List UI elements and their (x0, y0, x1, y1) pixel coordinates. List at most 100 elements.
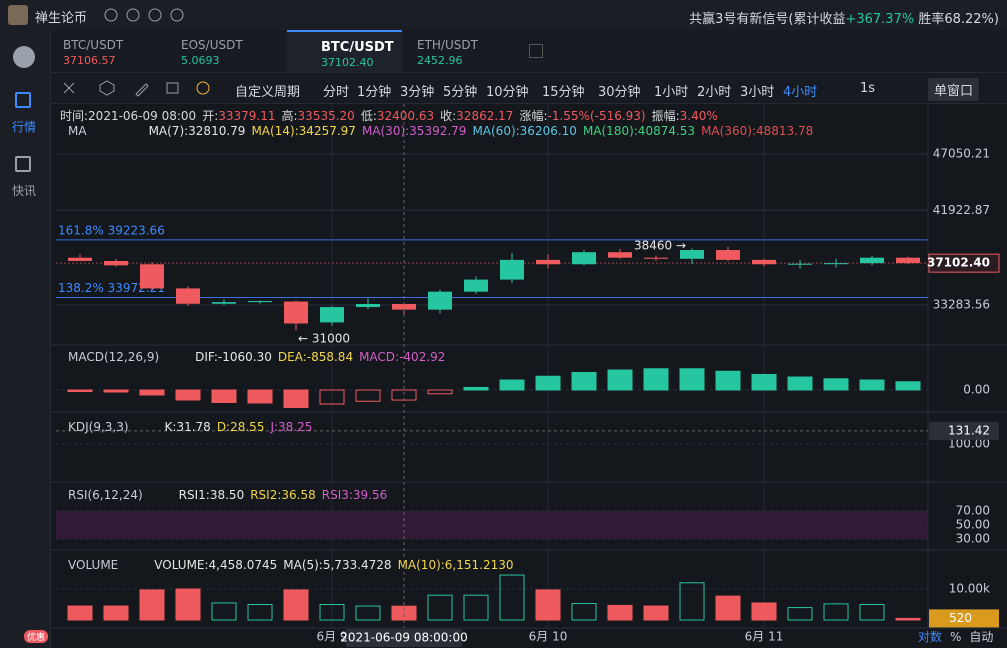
volume-legend: VOLUME VOLUME:4,458.0745 MA(5):5,733.4728 M… (68, 558, 526, 572)
ohlc-info: 时间:2021-06-09 08:00 开:33379.11 高:33535.20 低… (60, 107, 724, 124)
ma-value: MA(30):35392.79 (361, 124, 467, 138)
indicator-value: MA(5):5,733.4728 (283, 558, 392, 572)
candle-body (608, 252, 632, 258)
candle-body (896, 257, 920, 264)
signal-gain: +367.37% (845, 12, 915, 27)
volume-title: VOLUME (68, 558, 119, 572)
tab[interactable]: ETH/USDT 2452.96 (405, 30, 520, 72)
tab-price: 37106.57 (63, 54, 116, 67)
indicator-value: RSI3:39.56 (321, 488, 388, 502)
period[interactable]: 15分钟 (542, 85, 585, 100)
icon-row[interactable] (104, 8, 184, 25)
interval[interactable]: 1s (860, 81, 876, 96)
candle-body (716, 250, 740, 260)
y-tick-label: 70.00 (956, 503, 990, 517)
macd-bar (643, 368, 669, 391)
kdj-legend: KDJ(9,3,3) K:31.78 D:28.55 J:38.25 (68, 420, 324, 434)
volume-bar (175, 588, 201, 621)
ma-value: MA(14):34257.97 (251, 124, 356, 138)
volume-bar (751, 602, 777, 621)
tab-price: 2452.96 (417, 54, 463, 67)
indicator-value: K:31.78 (164, 420, 211, 434)
x-tick-label: 6月 10 (529, 630, 568, 644)
period[interactable]: 30分钟 (598, 85, 641, 100)
period[interactable]: 1分钟 (357, 85, 392, 100)
macd-bar (859, 379, 885, 391)
info-label: 涨幅: (519, 109, 548, 123)
news-icon[interactable] (15, 156, 31, 172)
volume-bar (715, 595, 741, 621)
info-label: 收: (440, 109, 457, 123)
rsi-legend: RSI(6,12,24) RSI1:38.50 RSI2:36.58 RSI3:39.… (68, 488, 399, 502)
volume-bar (67, 605, 93, 621)
signal[interactable]: 共赢3号有新信号(累计收益+367.37% 胜率68.22%) (689, 8, 999, 27)
info-label: 时间: (60, 109, 89, 123)
y-tick-label: 0.00 (963, 383, 990, 397)
candle-body (320, 307, 344, 323)
period[interactable]: 3小时 (740, 85, 775, 100)
candle-body (284, 301, 308, 324)
y-tick-label: 50.00 (956, 517, 990, 531)
indicator-value: RSI1:38.50 (178, 488, 245, 502)
nav-market[interactable]: 行情 (12, 120, 37, 134)
indicator-value: DEA:-858.84 (277, 350, 354, 364)
window-mode[interactable]: 单窗口 (928, 78, 980, 101)
toolbar: 自定义周期 1s 单窗口 分时 1分钟 3分钟 5分钟 10分钟 15分钟 30分钟 1小时 2… (51, 73, 1007, 104)
macd-title: MACD(12,26,9) (68, 350, 160, 364)
market-icon[interactable] (15, 92, 31, 108)
auto-toggle[interactable]: 自动 (969, 630, 994, 644)
tab[interactable]: EOS/USDT 5.0693 (169, 30, 284, 72)
period-menu[interactable]: 自定义周期 (235, 85, 301, 100)
tab[interactable]: BTC/USDT 37106.57 (51, 30, 166, 72)
candle-body (176, 288, 200, 304)
period[interactable]: 3分钟 (400, 85, 435, 100)
indicator-value: J:38.25 (270, 420, 313, 434)
period[interactable]: 分时 (323, 85, 350, 100)
period[interactable]: 1小时 (654, 85, 689, 100)
period[interactable]: 5分钟 (443, 85, 478, 100)
time-label-box (346, 629, 462, 647)
rsi-title: RSI(6,12,24) (68, 488, 143, 502)
candle-body (572, 252, 596, 265)
y-tick-label: 10.00k (949, 581, 990, 595)
win-rate: 胜率68.22%) (918, 12, 999, 27)
promo-badge[interactable]: 优惠 (24, 630, 49, 643)
avatar (8, 5, 28, 25)
candle-body (644, 257, 668, 259)
macd-legend: MACD(12,26,9) DIF:-1060.30 DEA:-858.84 MACD… (68, 350, 457, 364)
period[interactable]: 10分钟 (486, 85, 529, 100)
volume-bar (103, 605, 129, 621)
period[interactable]: 4小时 (783, 85, 818, 100)
volume-bar (355, 605, 381, 621)
info-label: 振幅: (651, 109, 680, 123)
candle-body (464, 279, 488, 292)
candle-body (392, 303, 416, 310)
indicator-value: D:28.55 (216, 420, 265, 434)
user-name: 禅生论币 (35, 11, 88, 26)
ma-value: MA(180):40874.53 (582, 124, 696, 138)
y-tick-label: 33283.56 (933, 298, 990, 312)
volume-bar (607, 604, 633, 621)
active-tab[interactable]: BTC/USDT 37102.40 (287, 30, 402, 72)
percent-toggle[interactable]: % (950, 630, 962, 644)
add-tab[interactable] (529, 44, 543, 58)
volume-bar (823, 603, 849, 621)
macd-bar (283, 389, 309, 408)
period[interactable]: 2小时 (697, 85, 732, 100)
candle-body (428, 291, 452, 310)
macd-bar (175, 389, 201, 401)
sidebar: 行情 快讯 优惠 (0, 30, 51, 648)
log-toggle[interactable]: 对数 (918, 630, 943, 644)
tab-pair: EOS/USDT (181, 38, 243, 52)
rsi-band (56, 510, 928, 540)
candle-body (824, 263, 848, 265)
info-value: 32862.17 (456, 109, 514, 123)
macd-bar (355, 389, 381, 402)
indicator-value: MACD:-402.92 (359, 350, 446, 364)
tab-pair: BTC/USDT (321, 40, 394, 55)
nav-news[interactable]: 快讯 (12, 184, 37, 198)
volume-bar (463, 594, 489, 621)
crosshair-label: 131.42 (948, 423, 990, 437)
volume-bar (139, 589, 165, 621)
